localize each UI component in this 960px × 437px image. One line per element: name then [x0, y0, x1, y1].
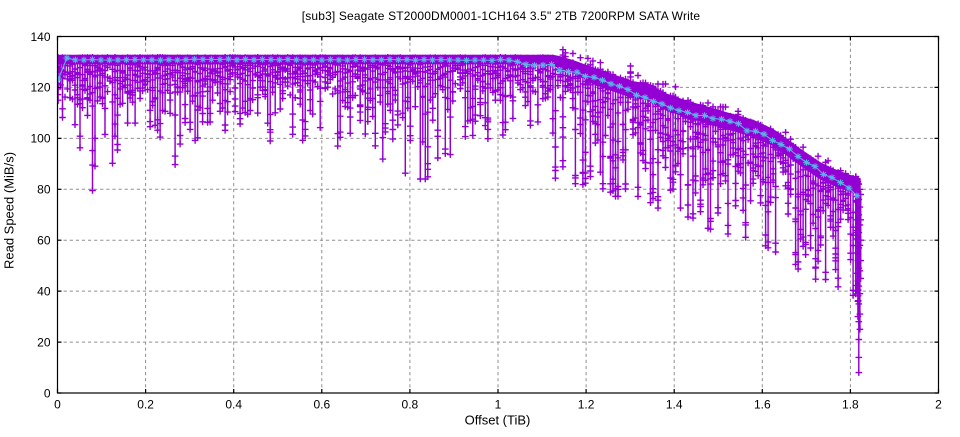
svg-text:140: 140	[30, 30, 50, 44]
svg-text:20: 20	[37, 335, 51, 349]
svg-text:[sub3] Seagate ST2000DM0001-1C: [sub3] Seagate ST2000DM0001-1CH164 3.5" …	[302, 9, 701, 23]
svg-text:0: 0	[54, 398, 61, 412]
svg-text:0.4: 0.4	[225, 398, 242, 412]
svg-text:1: 1	[495, 398, 502, 412]
svg-text:40: 40	[37, 284, 51, 298]
svg-text:0.8: 0.8	[402, 398, 419, 412]
svg-text:1.4: 1.4	[666, 398, 683, 412]
svg-text:0.6: 0.6	[313, 398, 330, 412]
svg-text:Offset (TiB): Offset (TiB)	[465, 413, 531, 428]
svg-text:1.2: 1.2	[578, 398, 595, 412]
svg-text:0: 0	[44, 386, 51, 400]
svg-text:80: 80	[37, 183, 51, 197]
svg-text:Read Speed (MiB/s): Read Speed (MiB/s)	[2, 152, 17, 269]
svg-text:1.6: 1.6	[754, 398, 771, 412]
svg-text:60: 60	[37, 234, 51, 248]
svg-text:100: 100	[30, 132, 50, 146]
svg-text:120: 120	[30, 81, 50, 95]
svg-text:0.2: 0.2	[137, 398, 154, 412]
svg-text:1.8: 1.8	[842, 398, 859, 412]
svg-text:2: 2	[935, 398, 942, 412]
